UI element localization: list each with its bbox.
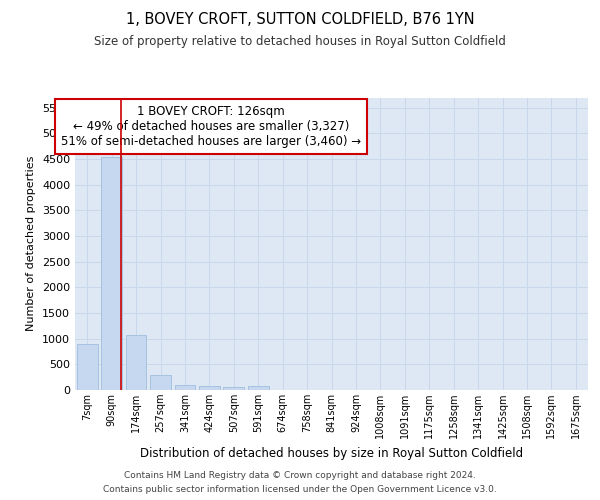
Text: Contains public sector information licensed under the Open Government Licence v3: Contains public sector information licen… [103,484,497,494]
Text: 1, BOVEY CROFT, SUTTON COLDFIELD, B76 1YN: 1, BOVEY CROFT, SUTTON COLDFIELD, B76 1Y… [125,12,475,28]
Bar [223,387,244,390]
Text: 1 BOVEY CROFT: 126sqm
← 49% of detached houses are smaller (3,327)
51% of semi-d: 1 BOVEY CROFT: 126sqm ← 49% of detached … [61,105,361,148]
Y-axis label: Number of detached properties: Number of detached properties [26,156,37,332]
Bar [150,375,171,390]
Bar [199,386,220,390]
Text: Contains HM Land Registry data © Crown copyright and database right 2024.: Contains HM Land Registry data © Crown c… [124,472,476,480]
Bar [125,335,146,390]
Bar [77,344,98,390]
Bar [175,385,196,390]
Bar [248,386,269,390]
X-axis label: Distribution of detached houses by size in Royal Sutton Coldfield: Distribution of detached houses by size … [140,446,523,460]
Bar [101,156,122,390]
Text: Size of property relative to detached houses in Royal Sutton Coldfield: Size of property relative to detached ho… [94,35,506,48]
